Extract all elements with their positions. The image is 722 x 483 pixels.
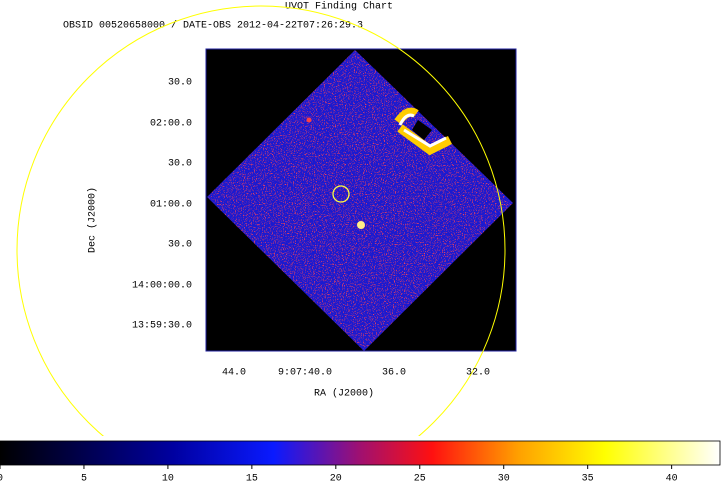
colorbar-tick-label: 15	[246, 474, 258, 483]
colorbar-tick-label: 30	[498, 474, 510, 483]
source	[357, 221, 365, 229]
dec-tick-label: 30.0	[168, 159, 192, 170]
colorbar-tick-label: 35	[582, 474, 594, 483]
x-axis-label: RA (J2000)	[314, 388, 374, 400]
source	[306, 117, 312, 123]
ra-tick-label: 44.0	[222, 368, 246, 379]
colorbar-tick-label: 25	[414, 474, 426, 483]
colorbar-tick-label: 0	[0, 474, 3, 483]
dec-tick-label: 01:00.0	[150, 200, 192, 211]
colorbar-tick-label: 10	[162, 474, 174, 483]
target-circle	[332, 185, 350, 203]
bright-arc-core	[398, 113, 447, 148]
dec-tick-label: 13:59:30.0	[132, 321, 192, 332]
ra-tick-label: 32.0	[466, 368, 490, 379]
chart-title: UVOT Finding Chart	[285, 1, 393, 13]
noise	[207, 50, 513, 351]
masked-region	[412, 120, 432, 140]
colorbar-tick-label: 5	[81, 474, 87, 483]
colorbar-tick-label: 20	[330, 474, 342, 483]
dec-tick-label: 02:00.0	[150, 119, 192, 130]
dec-tick-label: 30.0	[168, 240, 192, 251]
ra-tick-label: 36.0	[382, 368, 406, 379]
colorbar-ticks: 0 5 10 15 20 25 30 35 40	[0, 465, 678, 483]
axis-ticks: 30.0 02:00.0 30.0 01:00.0 30.0 14:00:00.0 13:5…	[132, 78, 490, 379]
dec-tick-label: 30.0	[168, 78, 192, 89]
chart-subtitle: OBSID 00520658000 / DATE-OBS 2012-04-22T…	[63, 20, 363, 32]
sky-image	[207, 50, 513, 351]
colorbar	[0, 440, 721, 466]
y-axis-label: Dec (J2000)	[87, 187, 99, 253]
colorbar-tick-label: 40	[666, 474, 678, 483]
ra-tick-label: 9:07:40.0	[278, 368, 332, 379]
dec-tick-label: 14:00:00.0	[132, 281, 192, 292]
fov-circle	[16, 5, 506, 483]
